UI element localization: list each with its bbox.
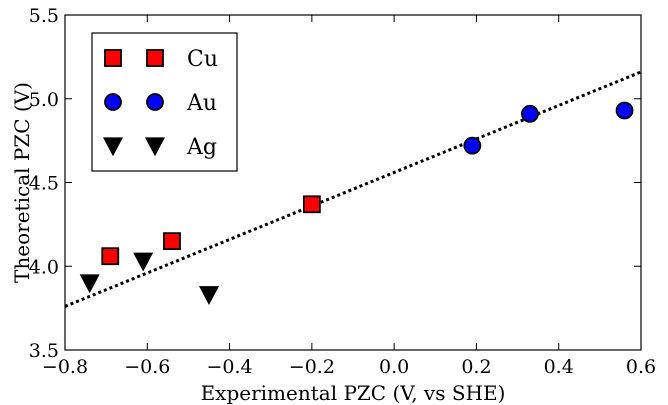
data-point-au-1	[521, 104, 539, 123]
legend-marker-cu	[104, 49, 122, 67]
y-tick-label: 5.5	[29, 5, 59, 27]
y-tick-label: 4.0	[29, 256, 59, 278]
data-point-ag-0	[79, 274, 100, 294]
data-point-au-2	[615, 101, 634, 120]
x-tick-label: 0.0	[379, 356, 409, 378]
data-point-cu-2	[302, 195, 321, 214]
data-point-cu-1	[163, 232, 181, 251]
y-tick-label: 3.5	[29, 340, 59, 362]
y-axis-label: Theoretical PZC (V)	[10, 82, 34, 283]
legend-label-ag: Ag	[186, 135, 217, 160]
legend-label-cu: Cu	[187, 47, 218, 72]
legend-marker-ag-2	[145, 137, 165, 157]
data-point-ag-2	[199, 286, 219, 306]
data-point-au-0	[463, 136, 482, 155]
data-markers-layer	[79, 101, 634, 306]
legend-marker-cu-2	[146, 49, 164, 67]
fit-line-layer	[64, 70, 642, 308]
legend-marker-au	[104, 93, 122, 111]
data-point-cu-0	[101, 247, 120, 266]
y-tick-label: 4.5	[29, 173, 59, 195]
x-tick-label: −0.6	[124, 356, 170, 378]
x-tick-label: 0.2	[461, 356, 491, 378]
x-axis-label: Experimental PZC (V, vs SHE)	[201, 381, 506, 405]
x-tick-label: −0.4	[207, 356, 253, 378]
data-point-ag-1	[133, 252, 154, 272]
x-tick-label: −0.8	[42, 356, 88, 378]
axis-ticks-layer: −0.8 −0.6 −0.4 −0.2 0.0 0.2 0.4 0.6 3.5 4.0 4.5 5.0…	[29, 5, 656, 378]
x-tick-label: −0.2	[289, 356, 335, 378]
legend-marker-au-2	[146, 93, 164, 111]
legend: Cu Au Ag	[91, 32, 238, 172]
y-tick-label: 5.0	[29, 89, 59, 111]
legend-marker-ag	[103, 137, 123, 157]
legend-label-au: Au	[186, 91, 217, 116]
x-tick-label: 0.6	[626, 356, 656, 378]
x-tick-label: 0.4	[544, 356, 574, 378]
fit-line	[64, 70, 642, 308]
